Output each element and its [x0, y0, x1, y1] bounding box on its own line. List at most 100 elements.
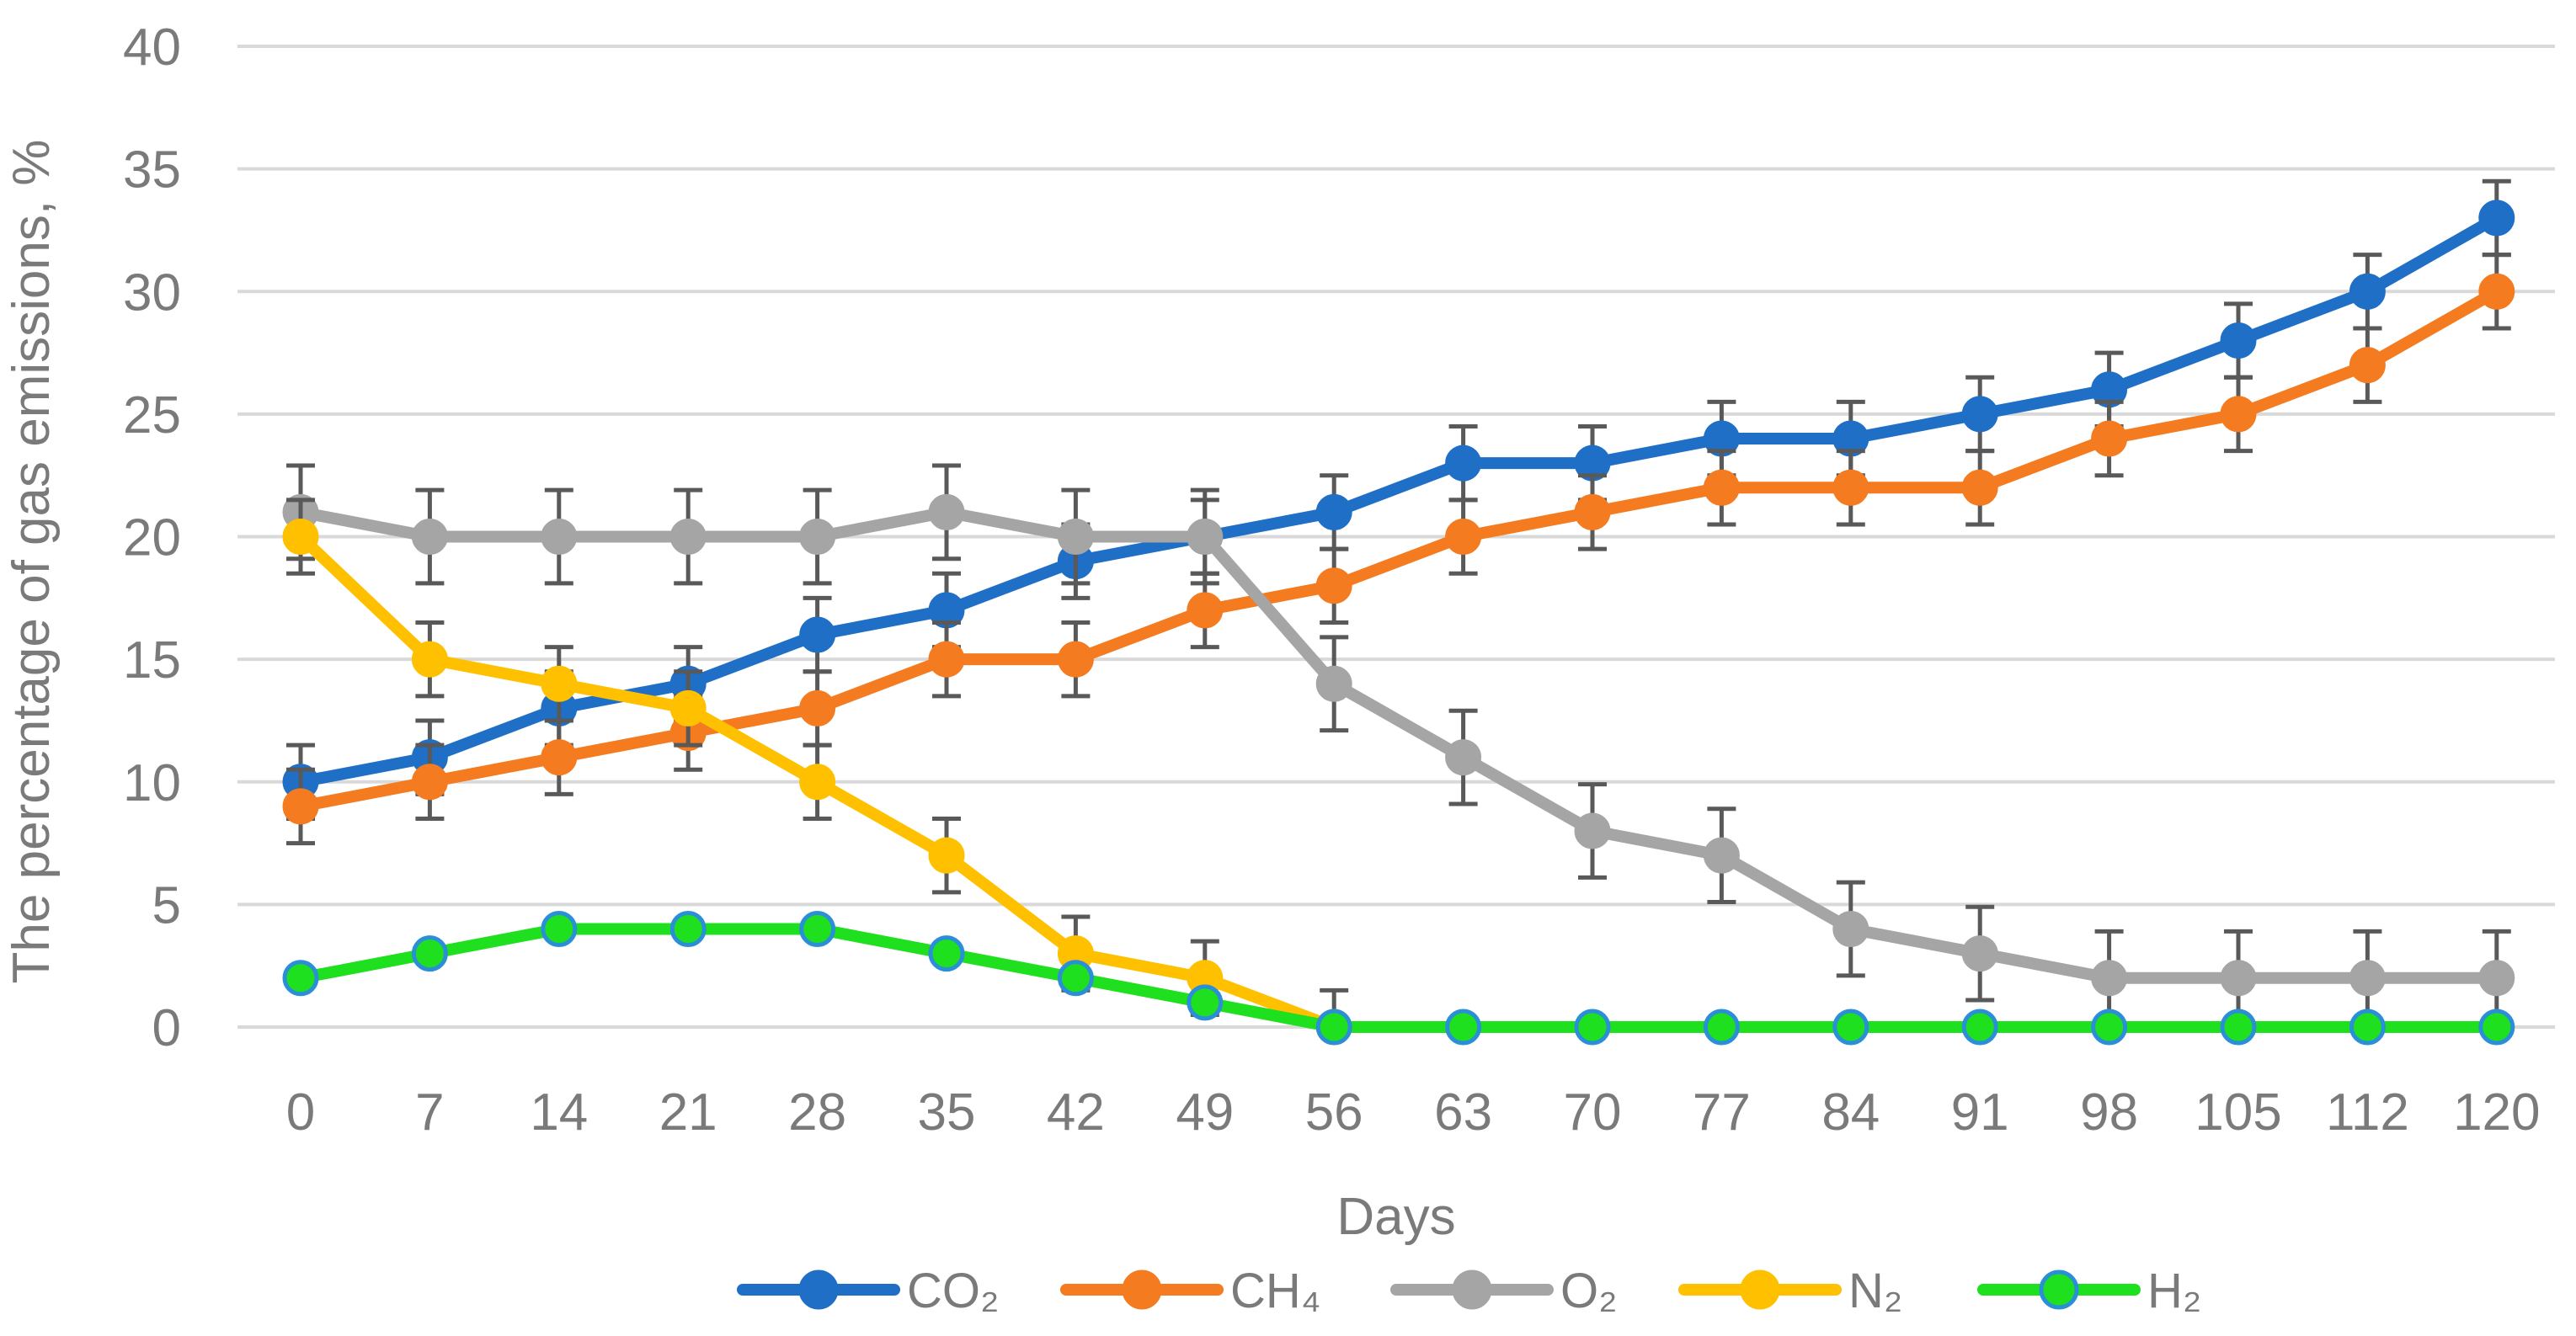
data-point: [1961, 935, 1998, 972]
data-point: [2478, 200, 2515, 237]
x-tick-label: 21: [659, 1083, 717, 1142]
data-point: [1315, 1009, 1352, 1046]
data-point: [799, 764, 836, 801]
data-point: [1057, 519, 1094, 555]
legend: CO₂ CH₄ O₂ N₂ H₂: [737, 1264, 2201, 1318]
series-line: [295, 506, 2503, 984]
data-point: [2220, 322, 2257, 359]
data-point: [2220, 1009, 2257, 1046]
x-tick-label: 35: [918, 1083, 976, 1142]
data-point: [928, 837, 965, 874]
legend-marker: [1740, 1269, 1780, 1310]
data-point: [799, 689, 836, 727]
data-point: [799, 911, 836, 947]
data-point: [1574, 493, 1611, 530]
series-line: [295, 285, 2503, 812]
x-tick-label: 63: [1434, 1083, 1492, 1142]
data-point: [2478, 273, 2515, 310]
data-point: [411, 641, 448, 678]
data-point: [1961, 1009, 1998, 1046]
legend-marker: [2039, 1269, 2079, 1310]
legend-label: CO₂: [907, 1264, 1000, 1318]
data-point: [1574, 1009, 1611, 1046]
legend-item: CO₂: [737, 1264, 1000, 1318]
x-tick-label: 0: [286, 1083, 315, 1142]
y-tick-label: 20: [123, 509, 181, 567]
data-point: [541, 739, 578, 776]
x-tick-label: 70: [1564, 1083, 1622, 1142]
legend-item: CH₄: [1060, 1264, 1320, 1318]
data-point: [1961, 396, 1998, 433]
data-point: [1315, 665, 1352, 702]
data-point: [1703, 1009, 1740, 1046]
x-tick-label: 49: [1176, 1083, 1234, 1142]
data-point: [541, 665, 578, 702]
data-point: [799, 616, 836, 653]
x-tick-label: 42: [1047, 1083, 1105, 1142]
x-tick-label: 120: [2453, 1083, 2540, 1142]
series-line: [295, 211, 2503, 788]
legend-label: CH₄: [1230, 1264, 1320, 1318]
data-point: [411, 519, 448, 555]
y-tick-label: 25: [123, 386, 181, 444]
data-point: [1703, 469, 1740, 506]
data-point: [1315, 493, 1352, 530]
data-point: [2478, 960, 2515, 997]
data-point: [2349, 273, 2386, 310]
x-tick-label: 77: [1693, 1083, 1751, 1142]
legend-label: H₂: [2147, 1264, 2201, 1318]
y-tick-label: 30: [123, 263, 181, 322]
x-tick-label: 105: [2195, 1083, 2281, 1142]
x-tick-label: 98: [2080, 1083, 2138, 1142]
data-point: [669, 689, 707, 727]
data-point: [1445, 1009, 1482, 1046]
series-5: [282, 911, 2515, 1046]
data-point: [928, 641, 965, 678]
data-point: [1832, 911, 1869, 947]
data-point: [1445, 444, 1482, 482]
x-tick-label: 14: [530, 1083, 588, 1142]
x-tick-label: 91: [1951, 1083, 2009, 1142]
series-line: [295, 923, 2503, 1033]
data-point: [799, 519, 836, 555]
data-point: [2091, 960, 2128, 997]
data-point: [669, 911, 707, 947]
data-point: [1703, 837, 1740, 874]
data-point: [1832, 469, 1869, 506]
legend-label: O₂: [1560, 1264, 1618, 1318]
data-point: [1057, 641, 1094, 678]
data-point: [2349, 347, 2386, 384]
data-point: [1445, 739, 1482, 776]
data-point: [1832, 1009, 1869, 1046]
x-tick-label: 56: [1305, 1083, 1363, 1142]
legend-item: H₂: [1977, 1264, 2201, 1318]
legend-item: N₂: [1678, 1264, 1902, 1318]
series-group: [282, 178, 2515, 1046]
data-point: [541, 911, 578, 947]
legend-label: N₂: [1848, 1264, 1902, 1318]
x-tick-label: 112: [2326, 1083, 2409, 1142]
data-point: [1574, 812, 1611, 849]
legend-marker: [1452, 1269, 1492, 1310]
data-point: [282, 788, 319, 825]
data-point: [1961, 469, 1998, 506]
x-tick-label: 7: [415, 1083, 444, 1142]
y-tick-label: 15: [123, 631, 181, 689]
data-point: [928, 493, 965, 530]
y-tick-labels: 0 5 10 15 20 25 30 35 40: [123, 19, 181, 1057]
data-point: [2349, 1009, 2386, 1046]
data-point: [2349, 960, 2386, 997]
legend-item: O₂: [1390, 1264, 1618, 1318]
data-point: [1187, 519, 1224, 555]
data-point: [2091, 1009, 2128, 1046]
data-point: [928, 935, 965, 972]
data-point: [1315, 567, 1352, 604]
y-tick-label: 35: [123, 141, 181, 200]
data-point: [1445, 519, 1482, 555]
data-point: [669, 519, 707, 555]
data-point: [2478, 1009, 2515, 1046]
data-point: [1187, 984, 1224, 1021]
data-point: [2220, 396, 2257, 433]
